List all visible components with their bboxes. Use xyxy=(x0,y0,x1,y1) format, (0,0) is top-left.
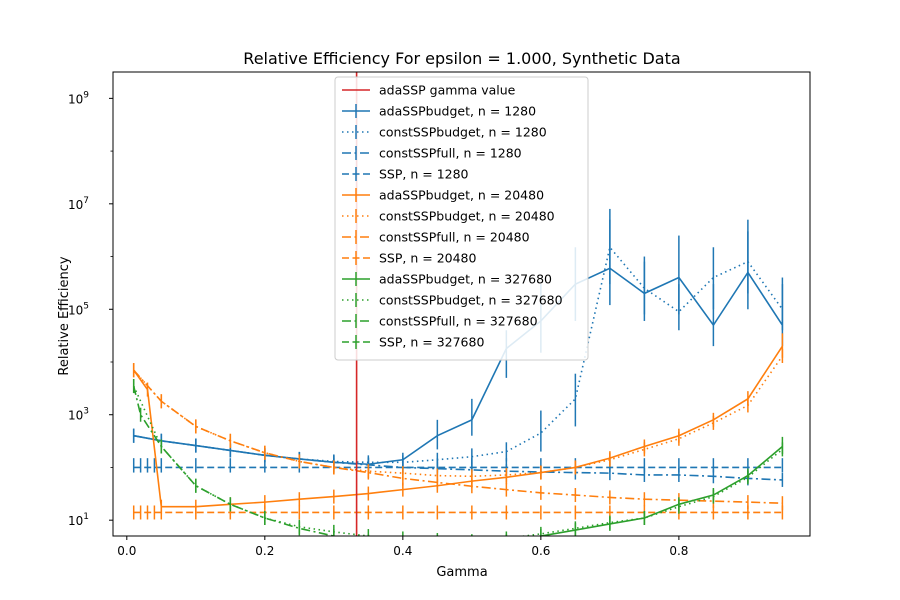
legend-label: adaSSPbudget, n = 1280 xyxy=(379,104,536,119)
x-tick-label: 0.2 xyxy=(255,544,274,558)
legend-label: SSP, n = 20480 xyxy=(379,251,477,266)
legend-label: constSSPfull, n = 20480 xyxy=(379,230,530,245)
x-tick-label: 0.4 xyxy=(393,544,412,558)
legend-label: constSSPfull, n = 1280 xyxy=(379,146,522,161)
chart-title: Relative Efficiency For epsilon = 1.000,… xyxy=(243,49,680,68)
legend: adaSSP gamma value adaSSPbudget, n = 1280… xyxy=(335,77,588,360)
legend-label: SSP, n = 327680 xyxy=(379,335,484,350)
x-axis-label: Gamma xyxy=(436,565,487,580)
x-tick-label: 0.8 xyxy=(669,544,688,558)
legend-label: SSP, n = 1280 xyxy=(379,167,469,182)
legend-label: constSSPbudget, n = 327680 xyxy=(379,293,563,308)
legend-label: constSSPbudget, n = 1280 xyxy=(379,125,547,140)
legend-label: constSSPfull, n = 327680 xyxy=(379,314,538,329)
legend-label: adaSSPbudget, n = 20480 xyxy=(379,188,544,203)
legend-label: adaSSPbudget, n = 327680 xyxy=(379,272,552,287)
x-tick-label: 0.0 xyxy=(117,544,136,558)
legend-label: constSSPbudget, n = 20480 xyxy=(379,209,555,224)
legend-label: adaSSP gamma value xyxy=(379,83,516,98)
x-tick-label: 0.6 xyxy=(531,544,550,558)
